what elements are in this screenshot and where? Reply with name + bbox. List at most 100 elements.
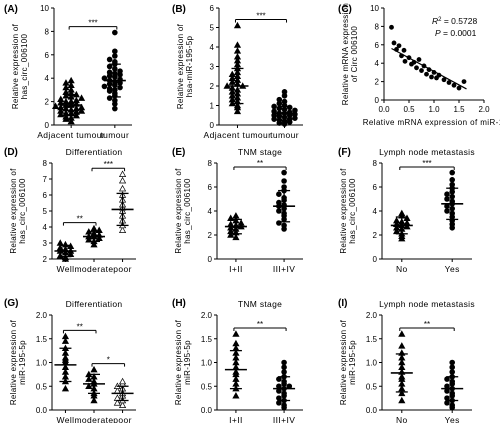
y-tick-label: 4: [45, 74, 50, 83]
data-point: [271, 103, 277, 110]
data-point: [90, 396, 98, 404]
x-category-label: tumour: [100, 130, 129, 140]
x-category-label: moderate: [74, 264, 113, 274]
y-tick-label: 3: [43, 239, 48, 248]
y-axis-label: has_circ_006100: [348, 178, 357, 244]
y-tick-label: 4: [210, 43, 215, 52]
data-point: [56, 239, 64, 246]
series-0: [54, 239, 77, 262]
data-point: [389, 24, 394, 30]
data-point: [449, 177, 456, 183]
y-axis-label: miR-195-5p: [348, 340, 357, 385]
data-point: [62, 83, 70, 91]
significance-label: **: [257, 320, 263, 329]
y-axis-label: hsa-miR-195-5p: [185, 35, 194, 97]
data-point: [276, 96, 283, 103]
data-point: [449, 402, 456, 409]
y-tick-label: 1: [210, 102, 215, 111]
panel-label: (F): [338, 147, 351, 158]
data-point: [62, 92, 70, 99]
panel-g: (G) Differentiation 0.0 0.5 1.0 1.5 2.0 Relativ…: [4, 298, 136, 423]
x-category-label: Adjacent tumour: [204, 130, 272, 140]
data-point: [429, 74, 434, 80]
data-point: [233, 21, 242, 29]
x-category-label: Well: [56, 415, 74, 423]
x-category-label: moderate: [74, 415, 113, 423]
panel-label: (A): [4, 4, 18, 15]
series-2: [111, 170, 134, 233]
data-point: [402, 58, 408, 64]
data-point: [444, 191, 450, 197]
data-point: [62, 104, 70, 112]
x-category-label: No: [396, 264, 408, 274]
data-point: [112, 53, 118, 59]
data-point: [276, 208, 282, 214]
data-point: [232, 233, 240, 241]
data-point: [233, 53, 242, 60]
panel-label: (E): [172, 147, 185, 158]
data-point: [419, 68, 424, 73]
y-tick-label: 8: [375, 22, 380, 31]
panel-title: TNM stage: [238, 147, 282, 157]
y-tick-label: 1.0: [366, 359, 378, 368]
panel-c: (C) 0 2 4 6 8 10 Relative mRNA expression of Cir…: [338, 3, 500, 127]
x-tick-label: 1.0: [428, 105, 440, 114]
data-point: [444, 208, 450, 214]
data-point: [396, 43, 402, 49]
x-category-label: poor: [113, 264, 132, 274]
x-category-label: No: [396, 415, 408, 423]
y-tick-label: 1.5: [366, 335, 378, 344]
series-1: [273, 359, 296, 411]
significance-label: ***: [422, 159, 431, 168]
data-point: [276, 191, 282, 197]
significance-label: ***: [104, 160, 113, 169]
data-point: [391, 40, 397, 46]
series-0: [224, 212, 247, 241]
data-point: [61, 384, 70, 392]
y-tick-label: 4: [43, 223, 48, 232]
data-point: [403, 214, 411, 221]
x-category-label: I+II: [229, 264, 243, 274]
data-point: [281, 89, 288, 95]
data-point: [449, 359, 456, 366]
data-point: [118, 184, 127, 192]
data-point: [57, 107, 65, 114]
series-1: [441, 359, 464, 411]
data-point: [449, 364, 456, 371]
y-tick-label: 2.0: [36, 311, 48, 320]
data-point: [228, 70, 236, 78]
panel-title: TNM stage: [238, 299, 282, 309]
y-tick-label: 0: [210, 121, 215, 130]
data-point: [414, 65, 419, 71]
data-point: [228, 92, 236, 99]
x-category-label: tumour: [270, 130, 299, 140]
data-point: [227, 224, 235, 231]
data-point: [456, 85, 462, 91]
data-point: [118, 401, 127, 408]
x-tick-label: 1.5: [453, 105, 465, 114]
y-tick-label: 5: [43, 207, 48, 216]
series-1: [101, 29, 126, 112]
panel-label: (G): [4, 298, 18, 309]
y-tick-label: 2.0: [366, 311, 378, 320]
data-point: [57, 95, 65, 103]
data-point: [424, 71, 429, 77]
data-point: [61, 332, 70, 340]
panel-label: (H): [172, 298, 186, 309]
x-tick-label: 0.0: [378, 105, 390, 114]
y-tick-label: 2: [375, 78, 380, 87]
y-axis-label: of Circ 006100: [350, 26, 359, 82]
data-point: [61, 337, 70, 344]
data-point: [232, 212, 240, 219]
y-tick-label: 4: [375, 59, 380, 68]
data-point: [227, 220, 235, 227]
panel-e: (E) TNM stage 0 2 4 6 8 Relative expression of h…: [172, 147, 303, 274]
panel-i: (I) Lymph node metastasis 0.0 0.5 1.0 1.5 2.0 R…: [338, 298, 475, 423]
data-point: [117, 84, 123, 91]
significance-label: *: [107, 356, 110, 365]
series-1: [83, 365, 105, 404]
y-tick-label: 2: [43, 255, 48, 264]
y-tick-label: 2: [373, 231, 378, 240]
data-point: [112, 48, 118, 55]
y-tick-label: 2: [210, 82, 215, 91]
